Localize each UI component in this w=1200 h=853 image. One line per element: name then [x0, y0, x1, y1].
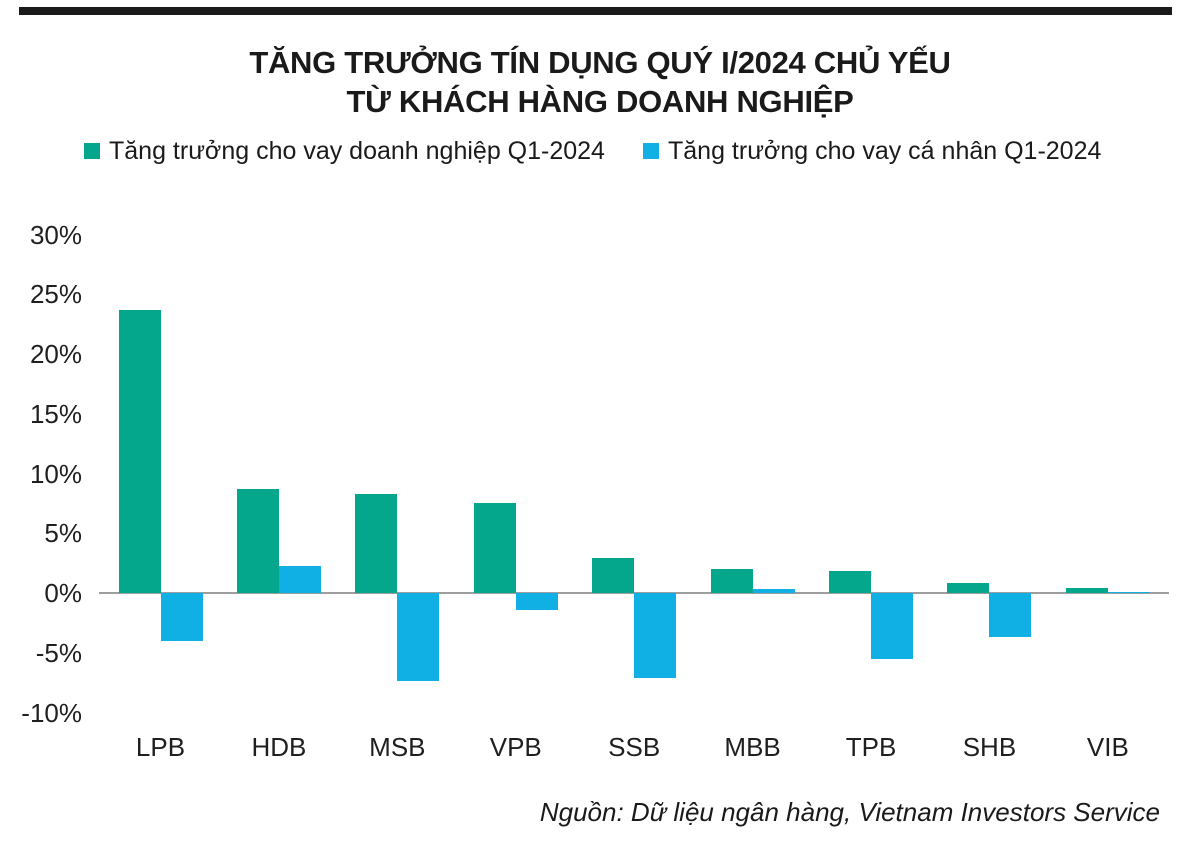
- y-tick-label: 15%: [29, 398, 82, 429]
- top-accent-bar: [19, 7, 1172, 15]
- y-tick-label: 0%: [44, 578, 82, 608]
- legend-swatch-personal-icon: [643, 143, 659, 159]
- x-category-label-VIB: VIB: [1086, 732, 1129, 762]
- x-category-label-HDB: HDB: [251, 732, 307, 762]
- y-tick-label: 10%: [29, 458, 82, 489]
- bar-personal-HDB: [278, 565, 321, 593]
- bar-personal-SSB: [634, 593, 677, 678]
- y-tick-label: -5%: [35, 637, 82, 668]
- source-note: Nguồn: Dữ liệu ngân hàng, Vietnam Invest…: [539, 797, 1160, 827]
- x-category-label-SHB: SHB: [962, 732, 1017, 762]
- bar-corporate-TPB: [829, 571, 872, 593]
- y-tick-label: 25%: [29, 279, 82, 310]
- y-tick-label: 30%: [29, 219, 82, 250]
- bar-personal-SHB: [989, 593, 1032, 638]
- bar-personal-TPB: [871, 593, 914, 659]
- y-tick-label: 5%: [44, 518, 82, 549]
- bar-corporate-MBB: [710, 569, 753, 593]
- y-tick-label: -10%: [21, 697, 82, 728]
- bar-corporate-VPB: [473, 503, 516, 593]
- legend-item-corporate: Tăng trưởng cho vay doanh nghiệp Q1-2024: [84, 135, 605, 167]
- bar-personal-MBB: [752, 589, 795, 593]
- x-category-label-TPB: TPB: [845, 732, 897, 762]
- y-tick-label: 20%: [29, 339, 82, 369]
- x-category-label-VPB: VPB: [489, 732, 542, 762]
- bar-personal-VPB: [515, 593, 558, 610]
- x-category-label-LPB: LPB: [135, 732, 186, 762]
- bar-corporate-LPB: [118, 309, 161, 593]
- bar-corporate-HDB: [236, 489, 279, 593]
- bar-personal-LPB: [160, 593, 203, 641]
- chart-title: TĂNG TRƯỞNG TÍN DỤNG QUÝ I/2024 CHỦ YẾU …: [0, 43, 1200, 121]
- legend-label-personal: Tăng trưởng cho vay cá nhân Q1-2024: [668, 136, 1102, 165]
- x-category-label-SSB: SSB: [608, 732, 661, 762]
- legend-item-personal: Tăng trưởng cho vay cá nhân Q1-2024: [643, 135, 1101, 167]
- legend-label-corporate: Tăng trưởng cho vay doanh nghiệp Q1-2024: [109, 136, 605, 165]
- bar-personal-MSB: [397, 593, 440, 682]
- x-category-label-MBB: MBB: [724, 732, 781, 762]
- chart-title-line1: TĂNG TRƯỞNG TÍN DỤNG QUÝ I/2024 CHỦ YẾU: [249, 44, 951, 80]
- bar-corporate-SHB: [947, 583, 990, 593]
- bar-corporate-MSB: [355, 493, 398, 593]
- bar-corporate-VIB: [1065, 588, 1108, 593]
- x-axis-line: [99, 592, 1169, 594]
- bar-corporate-SSB: [592, 558, 635, 593]
- x-category-label-MSB: MSB: [369, 732, 426, 762]
- legend-swatch-corporate-icon: [84, 143, 100, 159]
- chart-title-line2: TỪ KHÁCH HÀNG DOANH NGHIỆP: [346, 83, 854, 119]
- bar-personal-VIB: [1107, 591, 1150, 593]
